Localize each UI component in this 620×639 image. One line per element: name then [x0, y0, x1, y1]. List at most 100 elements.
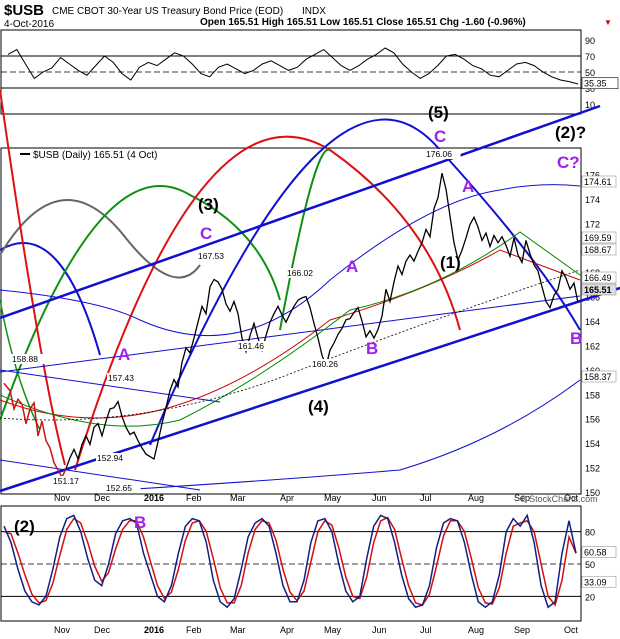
right-value-box	[581, 370, 617, 383]
wave-a-dec-label: A	[118, 345, 130, 364]
price-line-red	[3, 382, 67, 479]
price-point-label-box	[197, 251, 233, 261]
x-tick-label: Jul	[420, 493, 432, 503]
x-tick-label: Feb	[186, 493, 202, 503]
wave-c-top-label: C	[434, 127, 446, 146]
price-point-label-box	[11, 354, 47, 364]
cycle-arc-red	[74, 135, 461, 471]
wave-b-jun-label: B	[366, 339, 378, 358]
wave-c-question-label: C?	[557, 153, 580, 172]
x-tick-label-bottom: Apr	[280, 625, 294, 635]
wave-a-may-label: A	[346, 257, 358, 276]
thin-trendline-2	[0, 459, 201, 491]
cycle-arc-gray	[0, 199, 201, 279]
price-point-label-box	[105, 483, 141, 493]
right-value-box	[581, 231, 617, 244]
right-value-label: 165.51	[584, 285, 612, 295]
price-point-label-box	[96, 453, 132, 463]
cycle-arc-red-left	[0, 89, 66, 466]
x-tick-label: Jun	[372, 493, 387, 503]
price-tick-label: 158	[585, 390, 600, 400]
x-tick-label: Aug	[468, 493, 484, 503]
price-point-label-box	[107, 373, 143, 383]
price-point-label: 160.26	[312, 359, 338, 369]
price-tick-label: 174	[585, 195, 600, 205]
indicator-tick-label: 90	[585, 36, 595, 46]
price-tick-label: 156	[585, 415, 600, 425]
price-point-label-box	[286, 268, 322, 278]
price-point-label-box	[237, 341, 273, 351]
x-tick-label: 2016	[144, 493, 164, 503]
indicator-tick-label: 50	[585, 68, 595, 78]
indicator-tick-label: 70	[585, 52, 595, 62]
cycle-arc-green	[0, 185, 281, 421]
stoch-tick-label: 80	[585, 528, 595, 538]
price-point-label: 152.65	[106, 483, 132, 493]
wave-2-question-label: (2)?	[555, 123, 586, 142]
price-tick-label: 172	[585, 219, 600, 229]
indicator-line	[7, 47, 579, 85]
price-point-label: 157.43	[108, 373, 134, 383]
lower-trendline	[0, 286, 620, 493]
cycle-arc-green-small	[279, 148, 331, 331]
stoch-value-label: 60.58	[584, 548, 607, 558]
stoch-value-box	[581, 575, 617, 588]
x-tick-label-bottom: Dec	[94, 625, 111, 635]
price-point-label: 167.53	[198, 251, 224, 261]
price-tick-label: 150	[585, 488, 600, 498]
price-point-label-box	[52, 476, 88, 486]
x-tick-label: Oct	[564, 493, 579, 503]
legend-label: $USB (Daily) 165.51 (4 Oct)	[33, 150, 158, 161]
change-arrow-icon: ▼	[604, 18, 612, 27]
x-tick-label: Sep	[514, 493, 530, 503]
wave-a-jul-label: A	[462, 177, 474, 196]
wave-5-label: (5)	[428, 103, 449, 122]
stoch-fast-line	[3, 513, 577, 609]
price-point-label: 158.88	[12, 354, 38, 364]
x-tick-label-bottom: Oct	[564, 625, 579, 635]
stoch-value-box	[581, 546, 617, 558]
right-value-box	[581, 283, 617, 296]
x-tick-label-bottom: Mar	[230, 625, 246, 635]
bollinger-lower	[119, 379, 581, 491]
right-value-box	[581, 243, 617, 256]
wave-b-oct-label: B	[570, 329, 582, 348]
x-tick-label: May	[324, 493, 342, 503]
price-tick-label: 176	[585, 170, 600, 180]
x-tick-label-bottom: Jun	[372, 625, 387, 635]
x-tick-label-bottom: Jul	[420, 625, 432, 635]
price-point-label: 176.06	[426, 149, 452, 159]
symbol-title: $USB	[4, 2, 44, 19]
bollinger-upper	[0, 184, 581, 337]
thin-trendline-3	[0, 295, 581, 373]
price-point-label: 166.02	[287, 268, 313, 278]
right-value-label: 169.59	[584, 233, 612, 243]
stochastic-panel	[0, 505, 582, 622]
x-tick-label: Apr	[280, 493, 294, 503]
watermark: © StockCharts.com	[520, 494, 598, 504]
right-value-box	[581, 271, 617, 284]
x-tick-label-bottom: Nov	[54, 625, 71, 635]
right-value-label: 168.67	[584, 245, 612, 255]
ohlc-readout: Open 165.51 High 165.51 Low 165.51 Close…	[200, 17, 526, 28]
wave-3-label: (3)	[198, 195, 219, 214]
price-point-label: 151.17	[53, 476, 79, 486]
stoch-b-label: B	[134, 513, 146, 532]
moving-average-dashed	[0, 269, 581, 421]
stochastic-group: 20 50 80 60.58 33.09 (2) B	[1, 513, 617, 609]
overlay-lines	[0, 89, 620, 493]
price-point-label: 152.94	[97, 453, 123, 463]
cycle-arc-blue-big	[149, 118, 581, 446]
price-panel	[0, 147, 582, 495]
moving-average-green	[0, 231, 581, 427]
x-tick-label-bottom: Sep	[514, 625, 530, 635]
price-tick-label: 152	[585, 464, 600, 474]
annotation-labels: 158.88 157.43 152.94 152.65 151.17 167.53 161.…	[11, 103, 617, 493]
indicator-value-label: 35.35	[584, 79, 607, 89]
x-tick-label: Mar	[230, 493, 246, 503]
moving-average-red	[0, 249, 581, 419]
price-tick-label: 162	[585, 341, 600, 351]
price-series-group	[3, 173, 579, 479]
exchange-label: INDX	[302, 6, 326, 17]
